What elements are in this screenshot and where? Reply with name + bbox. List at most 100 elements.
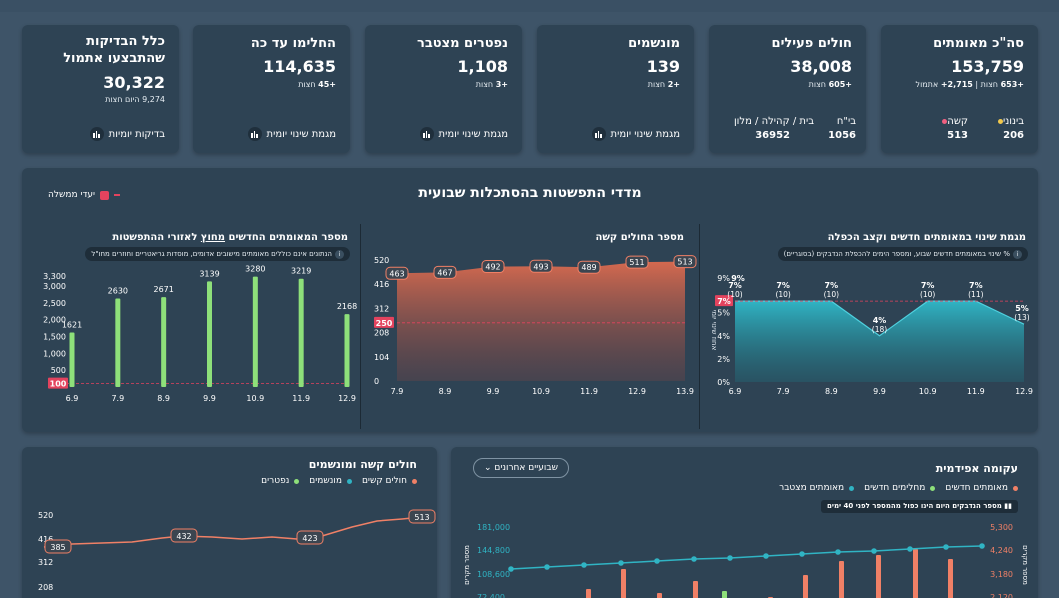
chevron-down-icon: ⌄: [484, 463, 492, 473]
daily-trend-link[interactable]: מגמת שינוי יומית: [591, 127, 680, 141]
section-title: מדדי התפשטות בהסתכלות שבועית: [418, 185, 642, 201]
panel-divider: [699, 224, 700, 429]
y-tick-label: 5%: [717, 309, 730, 318]
daily-trend-link[interactable]: מגמת שינוי יומית: [247, 127, 336, 141]
x-tick-label: 10.9: [246, 394, 264, 403]
bar-chart-icon: [89, 127, 104, 141]
new-cases-bar: [161, 297, 167, 387]
right-y-tick-label: 4,240: [990, 546, 1013, 555]
growth-value-label: 7%: [825, 281, 839, 290]
kpi-value: 153,759: [951, 57, 1024, 76]
severe-ventilated-title: חולים קשה ומונשמים: [308, 458, 417, 471]
severe-ventilated-legend[interactable]: חולים קשים מונשמים נפטרים: [261, 476, 417, 486]
growth-value-label: 7%: [921, 281, 935, 290]
epi-new-cases-bar: [586, 589, 591, 598]
x-tick-label: 10.9: [919, 387, 937, 396]
y-tick-label: 312: [374, 304, 389, 313]
epi-new-cases-bar: [621, 569, 626, 598]
kpi-title: סה"כ מאומתים: [933, 36, 1024, 51]
epidemic-curve-title: עקומה אפידמית: [935, 462, 1018, 475]
epi-new-cases-bar: [803, 575, 808, 598]
kpi-col-home: בית / קהילה / מלון 36952: [733, 116, 814, 141]
epi-new-cases-bar: [693, 581, 698, 598]
severe-value-box: [481, 260, 505, 274]
x-tick-label: 11.9: [967, 387, 985, 396]
epi-cumulative-point: [544, 564, 550, 570]
y-axis-label: אחוז שינוי יומי: [710, 310, 718, 351]
epi-new-cases-bar: [839, 561, 844, 598]
bar-chart-icon: [591, 127, 606, 141]
x-tick-label: 8.9: [157, 394, 170, 403]
severe-value-box: [170, 528, 198, 543]
daily-trend-link[interactable]: מגמת שינוי יומית: [419, 127, 508, 141]
kpi-value: 114,635: [263, 57, 336, 76]
new-cases-bar: [115, 298, 121, 387]
orange-dot-icon: [1013, 485, 1018, 491]
epi-new-cases-bar: [876, 555, 881, 598]
y-tick-label: 104: [374, 353, 389, 362]
severe-value-label: 492: [485, 263, 500, 272]
epi-new-cases-bar: [913, 549, 918, 598]
top-strip: [0, 0, 1059, 12]
severe-value-label: 463: [389, 269, 404, 278]
epi-cumulative-line: [510, 545, 983, 570]
teal-dot-icon: [849, 485, 855, 491]
yellow-dot-icon: [998, 118, 1003, 124]
growth-note: i% שינוי במאומתים חדשים שבוע, ומספר הימי…: [777, 247, 1028, 261]
severe-value-label: 467: [437, 268, 452, 277]
info-icon: i: [1013, 250, 1022, 259]
kpi-card-recovered[interactable]: החלימו עד כה 114,635 +45 חצות מגמת שינוי…: [193, 25, 350, 153]
bar-value-label: 1621: [62, 320, 82, 329]
severe-panel-title: מספר החולים קשה: [595, 232, 684, 243]
y-tick-label: 416: [38, 535, 53, 544]
epi-cumulative-point: [508, 566, 514, 572]
growth-doubling-label: (10): [775, 290, 790, 299]
kpi-value: 139: [646, 57, 680, 76]
target-label: 100: [50, 380, 67, 389]
kpi-title: חולים פעילים: [771, 36, 852, 51]
kpi-title: נפטרים מצטבר: [417, 36, 508, 51]
x-tick-label: 13.9: [676, 387, 694, 396]
doubling-tip: ▮▮ מספר הנדבקים היום הינו כפול מהמספר לפ…: [821, 500, 1018, 513]
bar-value-label: 2168: [337, 302, 357, 311]
target-label: 250: [376, 319, 393, 328]
gov-target-legend[interactable]: יעדי ממשלה: [48, 190, 121, 200]
growth-extra-label: 9%: [731, 274, 745, 283]
growth-doubling-label: (13): [1014, 313, 1029, 322]
legend-new-cases: מאומתים חדשים: [945, 483, 1018, 493]
growth-doubling-label: (10): [920, 290, 935, 299]
x-tick-label: 9.9: [873, 387, 886, 396]
kpi-sub: +2 חצות: [647, 80, 680, 89]
severe-value-box: [625, 255, 649, 269]
info-icon: i: [335, 250, 344, 259]
y-tick-label: 500: [51, 366, 66, 375]
epidemic-legend[interactable]: מאומתים חדשים מחלימים חדשים מאומתים מצטב…: [779, 483, 1018, 493]
kpi-card-deceased[interactable]: נפטרים מצטבר 1,108 +3 חצות מגמת שינוי יו…: [365, 25, 522, 153]
daily-tests-link[interactable]: בדיקות יומיות: [89, 127, 165, 141]
y-tick-label: 208: [38, 583, 53, 592]
kpi-title: כלל הבדיקות שהתבצעו אתמול: [63, 34, 165, 66]
kpi-card-ventilated[interactable]: מונשמים 139 +2 חצות מגמת שינוי יומית: [537, 25, 694, 153]
bar-chart-icon: [419, 127, 434, 141]
x-tick-label: 10.9: [532, 387, 550, 396]
kpi-card-tests[interactable]: כלל הבדיקות שהתבצעו אתמול 30,322 9,274 ה…: [22, 25, 179, 153]
severe-value-label: 385: [50, 543, 65, 552]
y-tick-label: 2,500: [43, 299, 66, 308]
growth-value-label: 4%: [873, 316, 887, 325]
kpi-card-active[interactable]: חולים פעילים 38,008 +605 חצות בי"ח 1056 …: [709, 25, 866, 153]
bar-chart-icon: [247, 127, 262, 141]
target-badge: [715, 295, 733, 307]
new-cases-note: iהנתונים אינם כוללים מאומתים מישובים אדו…: [85, 247, 350, 261]
period-select[interactable]: שבועיים אחרונים ⌄: [473, 458, 569, 478]
epi-cumulative-point: [943, 544, 949, 550]
growth-value-label: 7%: [728, 281, 742, 290]
kpi-sub: +45 חצות: [298, 80, 336, 89]
severe-value-box: [408, 509, 436, 524]
kpi-card-total-confirmed[interactable]: סה"כ מאומתים 153,759 +653 חצות | 2,715+ …: [881, 25, 1038, 153]
x-tick-label: 9.9: [203, 394, 216, 403]
epi-new-cases-bar: [657, 593, 662, 598]
y-tick-label: 208: [374, 329, 389, 338]
kpi-col-medium: בינוני 206: [996, 116, 1024, 141]
x-tick-label: 7.9: [777, 387, 790, 396]
new-cases-bar: [252, 276, 258, 387]
